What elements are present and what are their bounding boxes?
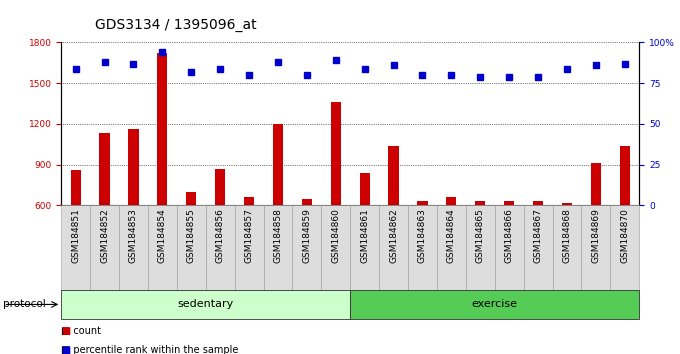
Text: GSM184870: GSM184870 <box>620 208 629 263</box>
Bar <box>494 205 524 290</box>
Bar <box>244 197 254 205</box>
Text: GDS3134 / 1395096_at: GDS3134 / 1395096_at <box>95 18 257 32</box>
Bar <box>330 102 341 205</box>
Bar <box>388 145 398 205</box>
Bar <box>504 201 514 205</box>
Bar <box>591 163 601 205</box>
Text: GSM184863: GSM184863 <box>418 208 427 263</box>
Bar <box>61 205 90 290</box>
Bar <box>61 290 350 319</box>
Bar <box>581 205 611 290</box>
Bar <box>119 205 148 290</box>
Text: GSM184857: GSM184857 <box>245 208 254 263</box>
Bar <box>562 202 572 205</box>
Bar <box>186 192 197 205</box>
Text: GSM184860: GSM184860 <box>331 208 340 263</box>
Bar <box>379 205 408 290</box>
Bar <box>148 205 177 290</box>
Bar <box>322 205 350 290</box>
Bar <box>273 124 283 205</box>
Bar <box>360 173 370 205</box>
Bar <box>177 205 206 290</box>
Text: GSM184858: GSM184858 <box>273 208 282 263</box>
Bar <box>437 205 466 290</box>
Bar <box>157 53 167 205</box>
Bar <box>408 205 437 290</box>
Bar <box>524 205 552 290</box>
Bar <box>475 201 486 205</box>
Bar <box>235 205 264 290</box>
Bar <box>350 290 639 319</box>
Bar <box>350 205 379 290</box>
Text: GSM184854: GSM184854 <box>158 208 167 263</box>
Text: ■ percentile rank within the sample: ■ percentile rank within the sample <box>61 346 239 354</box>
Bar <box>466 205 494 290</box>
Text: ■: ■ <box>61 346 71 354</box>
Bar <box>611 205 639 290</box>
Text: GSM184852: GSM184852 <box>100 208 109 263</box>
Bar <box>215 169 225 205</box>
Text: protocol: protocol <box>3 299 46 309</box>
Text: GSM184868: GSM184868 <box>562 208 571 263</box>
Text: GSM184855: GSM184855 <box>187 208 196 263</box>
Text: GSM184869: GSM184869 <box>592 208 600 263</box>
Text: ■: ■ <box>61 326 71 336</box>
Text: GSM184861: GSM184861 <box>360 208 369 263</box>
Text: GSM184859: GSM184859 <box>303 208 311 263</box>
Bar <box>418 201 428 205</box>
Text: ■ count: ■ count <box>61 326 101 336</box>
Bar <box>264 205 292 290</box>
Text: GSM184862: GSM184862 <box>389 208 398 263</box>
Bar <box>302 199 312 205</box>
Bar <box>99 133 109 205</box>
Text: GSM184853: GSM184853 <box>129 208 138 263</box>
Bar <box>552 205 581 290</box>
Bar <box>292 205 322 290</box>
Text: GSM184866: GSM184866 <box>505 208 513 263</box>
Bar <box>619 145 630 205</box>
Text: sedentary: sedentary <box>177 299 234 309</box>
Bar <box>71 170 81 205</box>
Bar <box>446 197 456 205</box>
Text: exercise: exercise <box>472 299 517 309</box>
Bar <box>205 205 235 290</box>
Text: GSM184865: GSM184865 <box>476 208 485 263</box>
Text: GSM184856: GSM184856 <box>216 208 224 263</box>
Text: GSM184851: GSM184851 <box>71 208 80 263</box>
Bar <box>533 201 543 205</box>
Text: GSM184867: GSM184867 <box>534 208 543 263</box>
Text: GSM184864: GSM184864 <box>447 208 456 263</box>
Bar <box>90 205 119 290</box>
Bar <box>129 129 139 205</box>
